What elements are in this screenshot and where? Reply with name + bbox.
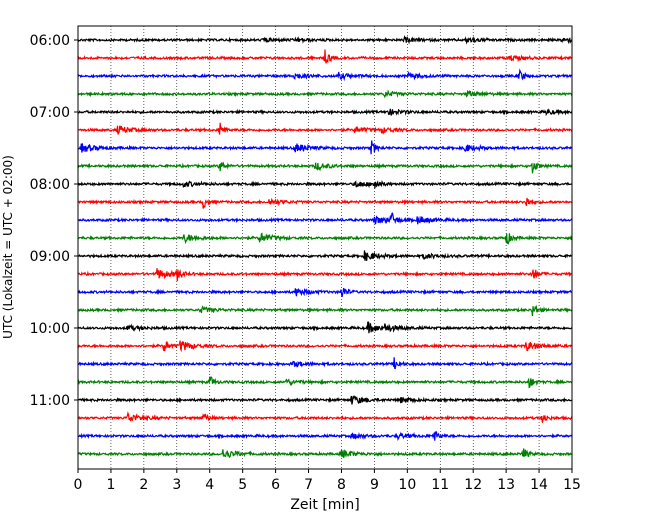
trace-line	[77, 89, 573, 99]
trace-line	[77, 34, 573, 45]
trace-line	[77, 197, 573, 209]
trace-line	[77, 122, 573, 135]
trace-line	[77, 321, 573, 334]
trace-line	[77, 411, 573, 423]
trace-line	[77, 161, 573, 174]
x-tick-label: 8	[337, 477, 346, 493]
y-tick-label: 11:00	[30, 393, 70, 409]
x-tick-label: 14	[530, 477, 548, 493]
x-tick-label: 4	[205, 477, 214, 493]
y-tick-label: 08:00	[30, 177, 70, 193]
x-tick-label: 6	[271, 477, 280, 493]
trace-line	[77, 357, 573, 370]
trace-line	[77, 49, 573, 64]
trace-line	[77, 212, 573, 225]
plot-frame	[77, 25, 573, 470]
trace-line	[77, 287, 573, 298]
x-tick-label: 7	[304, 477, 313, 493]
trace-line	[77, 431, 573, 442]
x-tick-label: 13	[497, 477, 515, 493]
x-tick-label: 15	[563, 477, 581, 493]
trace-line	[77, 304, 573, 316]
trace-line	[77, 268, 573, 282]
y-tick-label: 07:00	[30, 105, 70, 121]
trace-line	[77, 340, 573, 353]
y-tick-label: 09:00	[30, 249, 70, 265]
trace-line	[77, 376, 573, 389]
trace-line	[77, 68, 573, 82]
x-tick-label: 9	[370, 477, 379, 493]
trace-line	[77, 108, 573, 117]
y-axis-label: UTC (Lokalzeit = UTC + 02:00)	[1, 155, 15, 339]
y-tick-label: 06:00	[30, 33, 70, 49]
trace-line	[77, 395, 573, 405]
x-tick-label: 5	[238, 477, 247, 493]
trace-line	[77, 232, 573, 245]
x-tick-label: 2	[139, 477, 148, 493]
x-tick-label: 10	[398, 477, 416, 493]
trace-line	[77, 140, 573, 155]
trace-line	[77, 250, 573, 261]
x-tick-label: 3	[172, 477, 181, 493]
grid-lines	[110, 26, 540, 469]
x-tick-label: 1	[106, 477, 115, 493]
trace-line	[77, 448, 573, 459]
trace-line	[77, 179, 573, 189]
trace-lines	[77, 34, 573, 459]
x-tick-label: 0	[74, 477, 83, 493]
y-axis-ticks: 06:00 07:00 08:00 09:00 10:00 11:00	[30, 33, 78, 409]
x-axis-ticks: 0 1 2 3 4 5 6 7 8 9 10 11 12 13 14 15	[74, 469, 581, 493]
x-tick-label: 12	[464, 477, 482, 493]
x-axis-label: Zeit [min]	[290, 497, 359, 513]
y-tick-label: 10:00	[30, 321, 70, 337]
x-tick-label: 11	[431, 477, 449, 493]
